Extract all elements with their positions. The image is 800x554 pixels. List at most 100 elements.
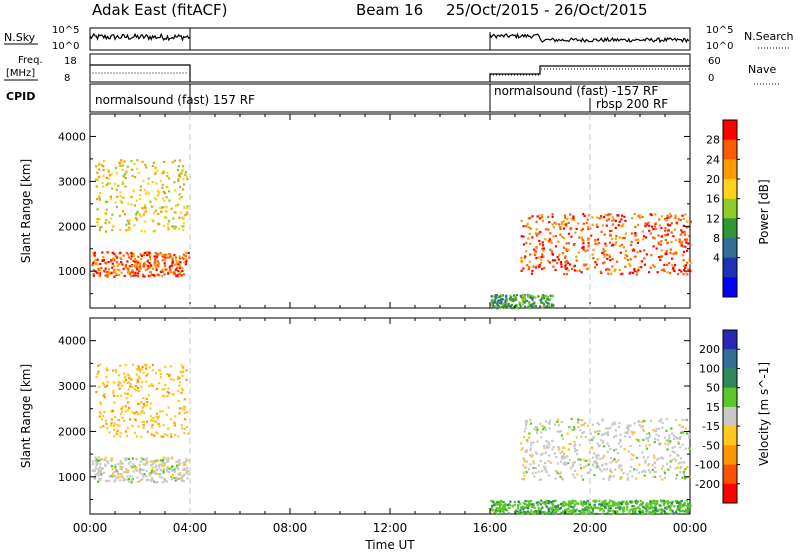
velocity-point — [107, 462, 110, 465]
velocity-point — [127, 457, 131, 460]
velocity-point — [660, 456, 663, 459]
velocity-point — [541, 512, 545, 515]
velocity-point — [642, 512, 645, 515]
velocity-point — [184, 418, 187, 421]
power-point — [554, 268, 557, 272]
power-point — [546, 301, 549, 304]
velocity-point — [95, 375, 98, 378]
velocity-point — [653, 510, 656, 513]
power-point — [535, 234, 539, 237]
velocity-point — [499, 510, 502, 513]
velocity-point — [657, 438, 660, 441]
power-point — [613, 270, 616, 273]
power-point — [634, 226, 637, 229]
power-point — [138, 214, 141, 217]
nsky-panel — [89, 27, 691, 51]
power-point — [529, 253, 532, 256]
power-point — [174, 211, 177, 214]
power-point — [570, 267, 574, 271]
power-point — [575, 227, 578, 231]
velocity-point — [181, 374, 184, 377]
power-point — [104, 222, 107, 225]
power-point — [167, 271, 170, 274]
power-point — [526, 222, 529, 225]
velocity-point — [159, 376, 163, 379]
velocity-point — [541, 501, 545, 504]
power-point — [572, 243, 575, 246]
power-point — [529, 242, 532, 245]
velocity-point — [538, 478, 541, 481]
velocity-point — [112, 424, 116, 427]
power-point — [631, 249, 634, 252]
velocity-point — [644, 507, 647, 510]
power-point — [655, 247, 658, 250]
power-point — [515, 298, 518, 301]
velocity-point — [544, 462, 547, 465]
velocity-point — [653, 466, 656, 469]
velocity-point — [117, 381, 120, 384]
power-point — [614, 226, 617, 229]
velocity-point — [174, 415, 177, 418]
velocity-point — [99, 478, 102, 481]
power-point — [541, 214, 544, 217]
power-point — [179, 261, 182, 264]
power-point — [491, 298, 494, 301]
velocity-point — [162, 424, 165, 427]
power-point — [118, 161, 121, 164]
power-point — [162, 171, 166, 174]
velocity-point — [653, 456, 656, 459]
velocity-point — [686, 505, 689, 508]
velocity-point — [526, 507, 530, 510]
power-point — [140, 229, 143, 233]
velocity-point — [162, 471, 165, 474]
power-point — [570, 227, 573, 230]
power-point — [162, 206, 165, 209]
power-point — [169, 255, 172, 258]
power-point — [102, 256, 105, 259]
power-point — [629, 258, 632, 261]
velocity-point — [544, 420, 548, 423]
velocity-point — [645, 502, 648, 505]
power-point — [610, 244, 614, 247]
power-point — [168, 177, 171, 180]
velocity-point — [156, 416, 159, 419]
power-point — [95, 221, 98, 224]
velocity-point — [157, 472, 160, 476]
velocity-point — [117, 419, 120, 422]
velocity-point — [145, 420, 148, 423]
power-point — [540, 262, 543, 265]
velocity-point — [143, 363, 146, 366]
power-point — [621, 224, 624, 228]
power-point — [538, 265, 541, 268]
velocity-point — [508, 503, 511, 506]
plot-title: Adak East (fitACF) — [92, 1, 227, 19]
velocity-point — [558, 448, 561, 451]
power-point — [155, 182, 158, 185]
power-point — [125, 223, 128, 226]
velocity-point — [567, 510, 570, 513]
velocity-point — [122, 476, 125, 479]
power-point — [594, 261, 597, 264]
power-point — [92, 261, 95, 265]
power-point — [596, 243, 599, 246]
power-point — [502, 302, 505, 305]
power-point — [605, 244, 608, 247]
power-point — [113, 259, 116, 262]
power-point — [162, 224, 165, 228]
power-point — [133, 224, 136, 227]
power-point — [150, 273, 153, 276]
power-point — [121, 182, 125, 185]
velocity-point — [627, 476, 630, 479]
velocity-point — [507, 506, 510, 509]
power-point — [586, 267, 589, 270]
velocity-point — [642, 506, 645, 509]
power-point — [665, 252, 669, 256]
power-point — [559, 226, 562, 229]
velocity-point — [643, 474, 646, 477]
power-point — [127, 268, 130, 271]
power-point — [95, 165, 98, 168]
velocity-point — [570, 510, 573, 513]
power-point — [136, 272, 140, 275]
velocity-point — [569, 504, 572, 507]
velocity-point — [570, 501, 573, 504]
